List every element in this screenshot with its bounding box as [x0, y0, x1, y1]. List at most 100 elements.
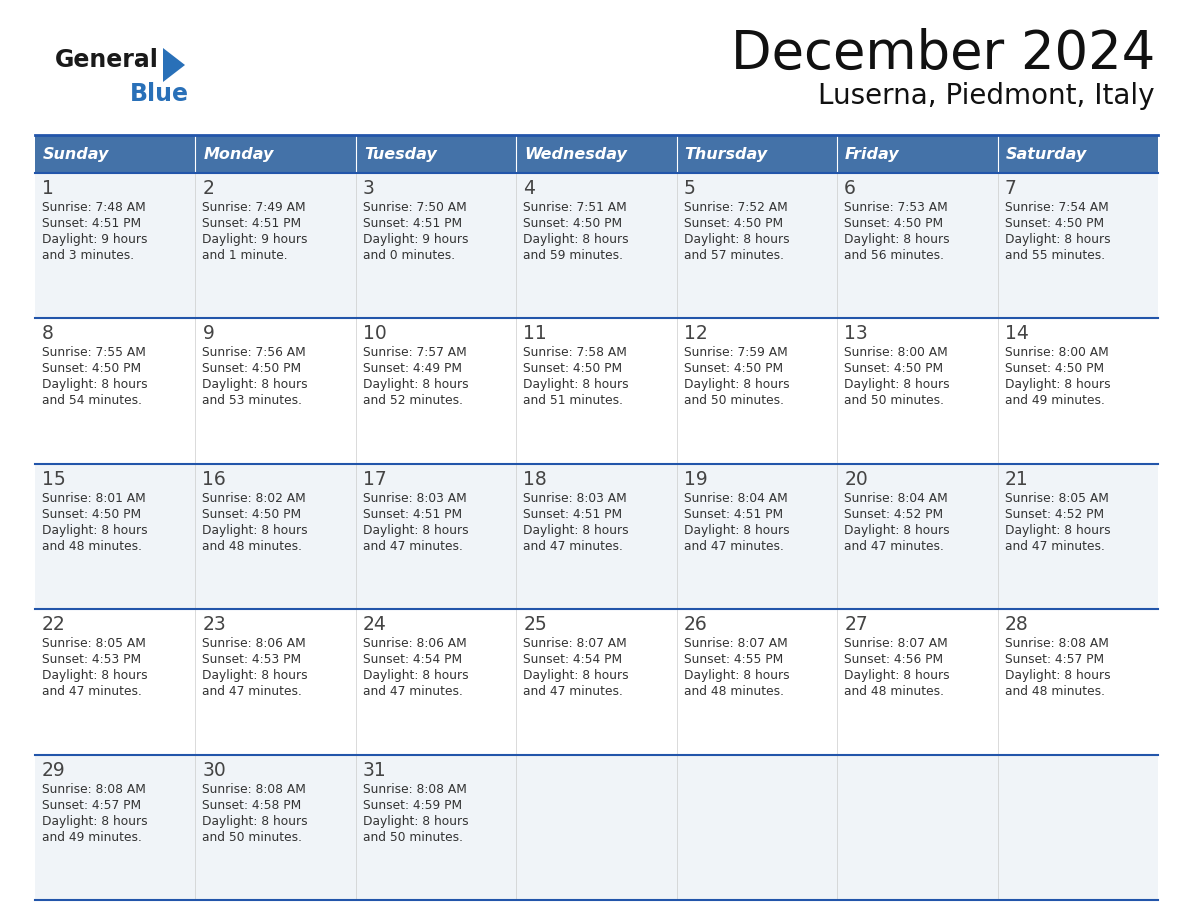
Text: and 56 minutes.: and 56 minutes.	[845, 249, 944, 262]
Text: Sunday: Sunday	[43, 147, 109, 162]
Text: 15: 15	[42, 470, 65, 488]
Text: 9: 9	[202, 324, 214, 343]
Text: and 52 minutes.: and 52 minutes.	[362, 395, 463, 408]
Text: Daylight: 8 hours: Daylight: 8 hours	[523, 524, 628, 537]
Text: Daylight: 8 hours: Daylight: 8 hours	[362, 524, 468, 537]
Text: Sunrise: 8:06 AM: Sunrise: 8:06 AM	[202, 637, 307, 650]
Text: 13: 13	[845, 324, 868, 343]
Text: Sunrise: 7:54 AM: Sunrise: 7:54 AM	[1005, 201, 1108, 214]
Text: 23: 23	[202, 615, 226, 634]
Bar	[34, 135, 196, 173]
Text: Sunrise: 8:04 AM: Sunrise: 8:04 AM	[845, 492, 948, 505]
Text: Sunrise: 8:08 AM: Sunrise: 8:08 AM	[42, 783, 146, 796]
Text: Sunset: 4:51 PM: Sunset: 4:51 PM	[523, 508, 623, 521]
Text: Sunset: 4:50 PM: Sunset: 4:50 PM	[42, 508, 141, 521]
Text: Sunset: 4:58 PM: Sunset: 4:58 PM	[202, 799, 302, 812]
Text: Saturday: Saturday	[1005, 147, 1087, 162]
Text: Sunrise: 8:00 AM: Sunrise: 8:00 AM	[1005, 346, 1108, 360]
Text: Blue: Blue	[129, 82, 189, 106]
Text: Thursday: Thursday	[684, 147, 767, 162]
Bar	[34, 319, 1158, 464]
Text: Sunrise: 7:52 AM: Sunrise: 7:52 AM	[684, 201, 788, 214]
Text: Daylight: 8 hours: Daylight: 8 hours	[684, 524, 789, 537]
Text: 6: 6	[845, 179, 857, 198]
Text: Sunset: 4:57 PM: Sunset: 4:57 PM	[42, 799, 141, 812]
Text: Sunrise: 8:07 AM: Sunrise: 8:07 AM	[845, 637, 948, 650]
Text: General: General	[55, 48, 159, 72]
Bar	[356, 135, 517, 173]
Text: Sunset: 4:51 PM: Sunset: 4:51 PM	[42, 217, 141, 230]
Text: and 47 minutes.: and 47 minutes.	[845, 540, 944, 553]
Text: and 53 minutes.: and 53 minutes.	[202, 395, 303, 408]
Text: Sunrise: 8:00 AM: Sunrise: 8:00 AM	[845, 346, 948, 360]
Text: Daylight: 8 hours: Daylight: 8 hours	[1005, 378, 1111, 391]
Text: Daylight: 8 hours: Daylight: 8 hours	[523, 233, 628, 246]
Text: 20: 20	[845, 470, 868, 488]
Text: Sunrise: 7:55 AM: Sunrise: 7:55 AM	[42, 346, 146, 360]
Text: Daylight: 8 hours: Daylight: 8 hours	[42, 814, 147, 828]
Text: Sunset: 4:50 PM: Sunset: 4:50 PM	[202, 363, 302, 375]
Text: Sunset: 4:51 PM: Sunset: 4:51 PM	[202, 217, 302, 230]
Text: Daylight: 8 hours: Daylight: 8 hours	[202, 669, 308, 682]
Text: Sunrise: 8:03 AM: Sunrise: 8:03 AM	[523, 492, 627, 505]
Text: and 50 minutes.: and 50 minutes.	[845, 395, 944, 408]
Text: and 47 minutes.: and 47 minutes.	[362, 685, 463, 699]
Text: Sunset: 4:50 PM: Sunset: 4:50 PM	[1005, 363, 1104, 375]
Text: 11: 11	[523, 324, 546, 343]
Text: and 51 minutes.: and 51 minutes.	[523, 395, 624, 408]
Text: and 3 minutes.: and 3 minutes.	[42, 249, 134, 262]
Text: Daylight: 8 hours: Daylight: 8 hours	[684, 378, 789, 391]
Text: Sunset: 4:50 PM: Sunset: 4:50 PM	[523, 217, 623, 230]
Text: Sunset: 4:54 PM: Sunset: 4:54 PM	[523, 654, 623, 666]
Text: Sunset: 4:50 PM: Sunset: 4:50 PM	[523, 363, 623, 375]
Text: 31: 31	[362, 761, 386, 779]
Text: Daylight: 8 hours: Daylight: 8 hours	[362, 378, 468, 391]
Text: 10: 10	[362, 324, 386, 343]
Text: Sunset: 4:51 PM: Sunset: 4:51 PM	[684, 508, 783, 521]
Text: 22: 22	[42, 615, 65, 634]
Text: Daylight: 8 hours: Daylight: 8 hours	[845, 233, 949, 246]
Text: 26: 26	[684, 615, 708, 634]
Text: Sunset: 4:51 PM: Sunset: 4:51 PM	[362, 217, 462, 230]
Text: Friday: Friday	[845, 147, 899, 162]
Text: 4: 4	[523, 179, 536, 198]
Text: and 48 minutes.: and 48 minutes.	[845, 685, 944, 699]
Text: and 59 minutes.: and 59 minutes.	[523, 249, 624, 262]
Text: Tuesday: Tuesday	[364, 147, 437, 162]
Text: 5: 5	[684, 179, 696, 198]
Text: Sunrise: 7:53 AM: Sunrise: 7:53 AM	[845, 201, 948, 214]
Text: 18: 18	[523, 470, 546, 488]
Text: Sunset: 4:50 PM: Sunset: 4:50 PM	[1005, 217, 1104, 230]
Text: Daylight: 9 hours: Daylight: 9 hours	[202, 233, 308, 246]
Text: 17: 17	[362, 470, 386, 488]
Text: Daylight: 8 hours: Daylight: 8 hours	[523, 378, 628, 391]
Text: and 47 minutes.: and 47 minutes.	[684, 540, 784, 553]
Text: Sunset: 4:59 PM: Sunset: 4:59 PM	[362, 799, 462, 812]
Text: Sunrise: 8:08 AM: Sunrise: 8:08 AM	[1005, 637, 1108, 650]
Text: December 2024: December 2024	[731, 28, 1155, 80]
Text: and 1 minute.: and 1 minute.	[202, 249, 287, 262]
Text: and 49 minutes.: and 49 minutes.	[1005, 395, 1105, 408]
Text: Daylight: 8 hours: Daylight: 8 hours	[845, 524, 949, 537]
Text: Daylight: 8 hours: Daylight: 8 hours	[202, 814, 308, 828]
Text: 19: 19	[684, 470, 708, 488]
Text: Daylight: 8 hours: Daylight: 8 hours	[845, 378, 949, 391]
Text: Sunrise: 8:08 AM: Sunrise: 8:08 AM	[202, 783, 307, 796]
Text: Sunrise: 8:07 AM: Sunrise: 8:07 AM	[684, 637, 788, 650]
Text: Daylight: 8 hours: Daylight: 8 hours	[362, 814, 468, 828]
Bar	[998, 135, 1158, 173]
Text: Sunrise: 8:01 AM: Sunrise: 8:01 AM	[42, 492, 146, 505]
Text: Daylight: 9 hours: Daylight: 9 hours	[362, 233, 468, 246]
Text: Daylight: 8 hours: Daylight: 8 hours	[523, 669, 628, 682]
Text: 29: 29	[42, 761, 65, 779]
Text: 12: 12	[684, 324, 708, 343]
Text: Sunset: 4:50 PM: Sunset: 4:50 PM	[684, 217, 783, 230]
Text: Sunrise: 7:49 AM: Sunrise: 7:49 AM	[202, 201, 307, 214]
Text: 1: 1	[42, 179, 53, 198]
Text: Sunset: 4:52 PM: Sunset: 4:52 PM	[845, 508, 943, 521]
Text: Sunrise: 8:05 AM: Sunrise: 8:05 AM	[1005, 492, 1108, 505]
Text: Sunrise: 8:04 AM: Sunrise: 8:04 AM	[684, 492, 788, 505]
Text: Sunset: 4:53 PM: Sunset: 4:53 PM	[202, 654, 302, 666]
Text: Sunrise: 7:56 AM: Sunrise: 7:56 AM	[202, 346, 307, 360]
Text: Sunrise: 8:07 AM: Sunrise: 8:07 AM	[523, 637, 627, 650]
